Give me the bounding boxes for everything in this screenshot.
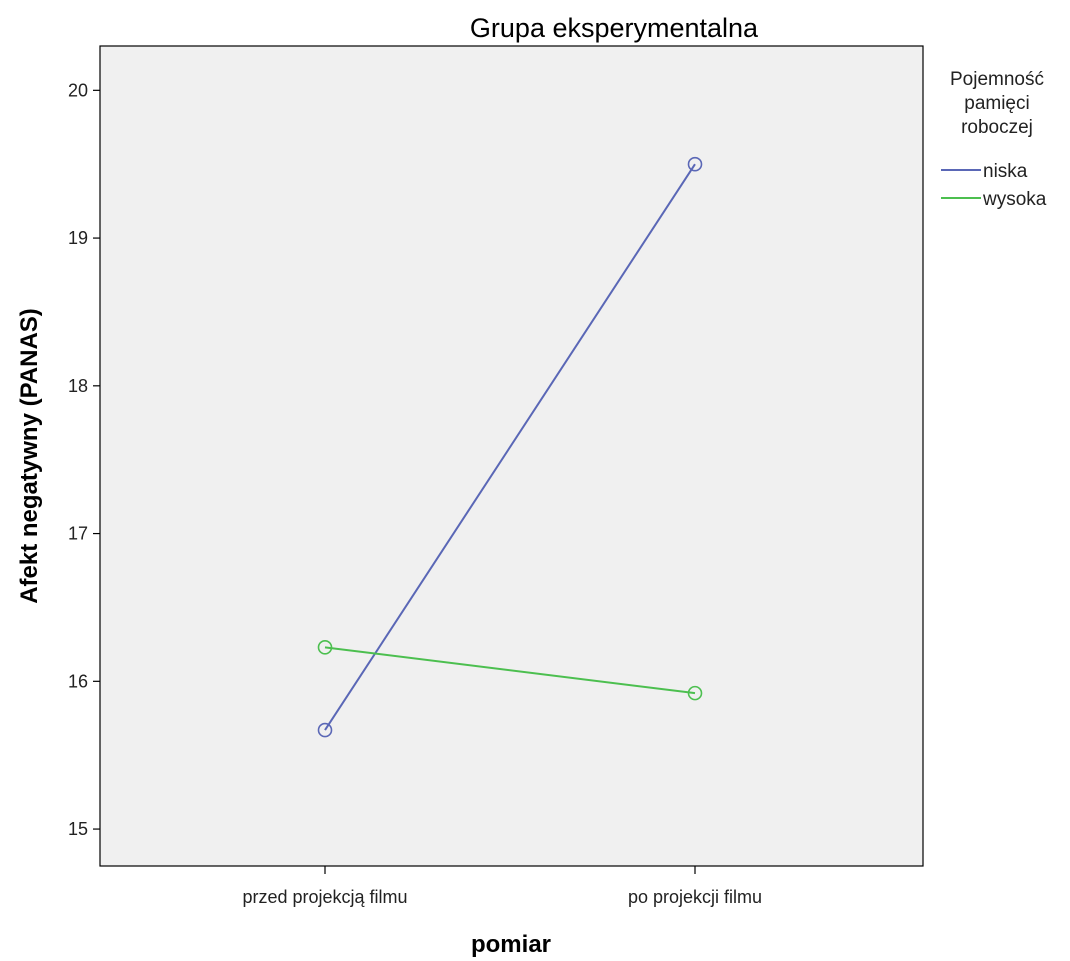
chart-title: Grupa eksperymentalna	[470, 13, 759, 43]
legend-label-niska: niska	[983, 161, 1028, 182]
legend-title-line-3: roboczej	[961, 117, 1033, 138]
x-tick-label: przed projekcją filmu	[242, 887, 407, 907]
y-axis-title: Afekt negatywny (PANAS)	[16, 308, 43, 604]
plot-area	[99, 45, 924, 867]
legend-label-wysoka: wysoka	[982, 189, 1047, 210]
y-tick-label: 19	[68, 228, 88, 248]
data-point-wysoka-0	[317, 640, 333, 655]
legend: Pojemność pamięci roboczej niska wysoka	[941, 69, 1047, 210]
legend-title-line-2: pamięci	[964, 93, 1029, 114]
data-point-niska-1	[687, 156, 703, 172]
y-tick-label: 15	[68, 819, 88, 839]
x-axis-title: pomiar	[471, 931, 551, 958]
series-group	[317, 156, 703, 738]
data-point-wysoka-1	[687, 685, 703, 701]
y-tick-label: 16	[68, 671, 88, 691]
data-point-niska-0	[317, 722, 333, 738]
series-line-niska	[324, 163, 696, 731]
y-tick-label: 17	[68, 524, 88, 544]
y-tick-label: 20	[68, 80, 88, 100]
legend-title-line-1: Pojemność	[950, 69, 1044, 90]
y-axis: 15 16 17 18 19 20	[68, 80, 100, 839]
x-tick-label: po projekcji filmu	[628, 887, 762, 907]
series-line-wysoka	[324, 646, 696, 695]
x-axis: przed projekcją filmu po projekcji filmu	[242, 866, 762, 907]
y-tick-label: 18	[68, 376, 88, 396]
